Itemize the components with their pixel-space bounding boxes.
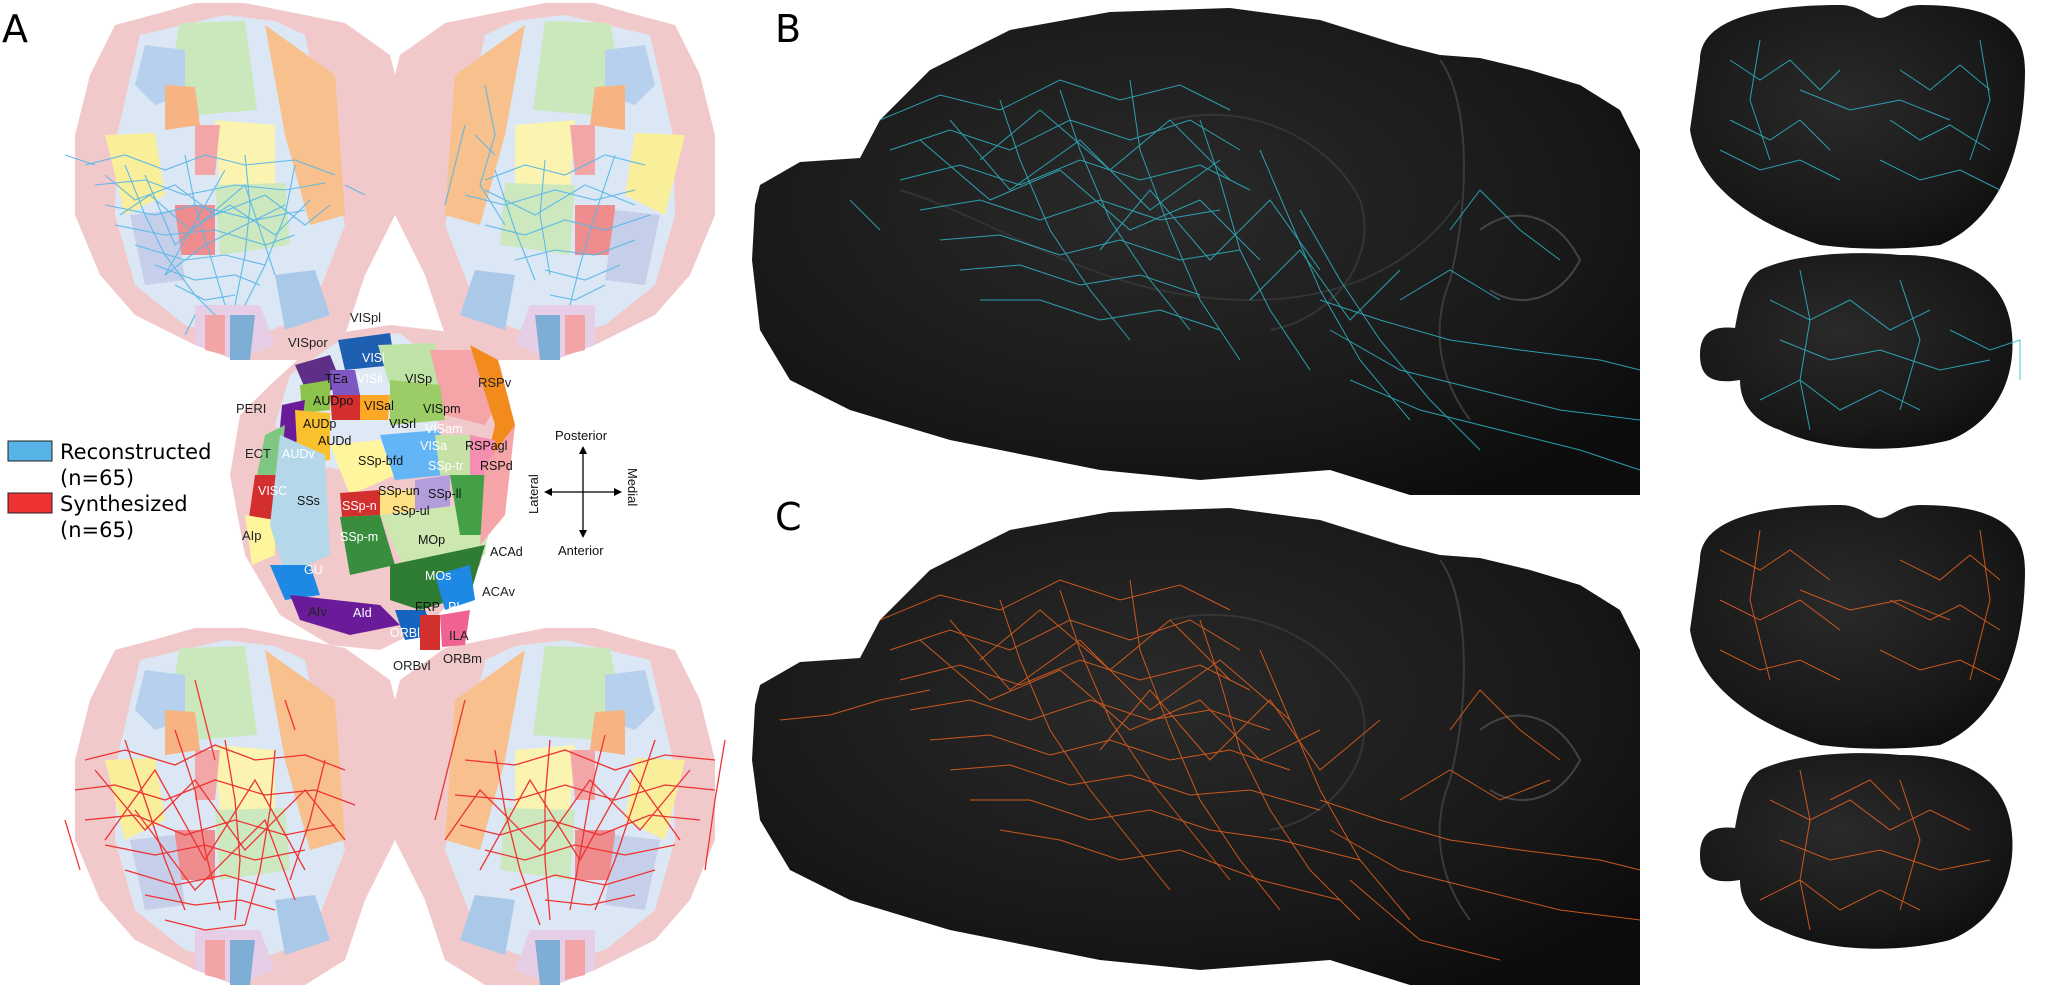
region-GU: GU xyxy=(304,563,323,577)
region-VISrl: VISrl xyxy=(389,417,416,431)
region-AIv: AIv xyxy=(308,604,327,619)
region-SSp-n: SSp-n xyxy=(342,499,377,513)
region-TEa: TEa xyxy=(325,372,348,386)
panel-b-trace-cloud xyxy=(849,79,1641,471)
reconstructed-trace-cloud xyxy=(64,154,366,336)
sagittal-view-synthesized xyxy=(752,508,1641,985)
orientation-compass: Posterior Anterior Lateral Medial xyxy=(526,428,640,558)
region-SSp-ul: SSp-ul xyxy=(392,504,430,518)
compass-anterior: Anterior xyxy=(558,543,604,558)
legend-label-synthesized: Synthesized xyxy=(60,492,188,516)
arrow-up-icon xyxy=(579,446,587,454)
region-VISpl: VISpl xyxy=(350,310,381,325)
horizontal-view-synthesized xyxy=(1700,753,2013,949)
region-labels: VISpl VISpor VISl VISli VISp RSPv TEa VI… xyxy=(236,310,523,673)
region-SSp-un: SSp-un xyxy=(378,484,420,498)
arrow-down-icon xyxy=(579,530,587,538)
region-VISa: VISa xyxy=(420,439,447,453)
region-ORBl: ORBl xyxy=(390,626,420,640)
region-MOs: MOs xyxy=(425,569,451,583)
region-ILA: ILA xyxy=(449,628,469,643)
region-PERI: PERI xyxy=(236,401,266,416)
coronal-view-reconstructed xyxy=(1690,5,2025,249)
region-AUDv: AUDv xyxy=(282,447,315,461)
region-VISli: VISli xyxy=(357,372,383,386)
legend-swatch-synthesized xyxy=(7,492,53,514)
arrow-left-icon xyxy=(544,488,552,496)
region-VISl: VISl xyxy=(362,351,385,365)
compass-posterior: Posterior xyxy=(555,428,608,443)
coronal-view-synthesized xyxy=(1690,505,2025,749)
legend-swatch-reconstructed xyxy=(7,440,53,462)
region-ECT: ECT xyxy=(245,446,271,461)
arrow-right-icon xyxy=(614,488,622,496)
region-SSp-ll: SSp-ll xyxy=(428,487,461,501)
flatmap-synthesized-left xyxy=(64,628,405,985)
flatmap-reconstructed-right xyxy=(385,3,715,360)
region-RSPv: RSPv xyxy=(478,375,512,390)
legend-label-reconstructed: Reconstructed xyxy=(60,440,211,464)
region-SSp-m: SSp-m xyxy=(340,530,378,544)
region-ACAv: ACAv xyxy=(482,584,515,599)
region-ORBvl: ORBvl xyxy=(393,658,431,673)
region-VISam: VISam xyxy=(425,422,463,436)
region-SSp-tr: SSp-tr xyxy=(428,459,463,473)
region-ACAd: ACAd xyxy=(490,545,523,559)
panel-label-b: B xyxy=(775,7,801,51)
panel-c-trace-cloud xyxy=(779,579,1641,961)
region-SSp-bfd: SSp-bfd xyxy=(358,454,403,468)
region-AUDp: AUDp xyxy=(303,417,336,431)
synthesized-trace-cloud xyxy=(64,679,356,931)
region-AUDd: AUDd xyxy=(318,434,351,448)
region-RSPagl: RSPagl xyxy=(465,439,507,453)
region-FRP: FRP xyxy=(415,600,440,614)
flatmap-reconstructed-left xyxy=(64,3,405,360)
region-AId: AId xyxy=(353,606,372,620)
legend: Reconstructed (n=65) Synthesized (n=65) xyxy=(7,440,211,542)
region-PL: PL xyxy=(448,600,463,614)
region-RSPd: RSPd xyxy=(480,459,513,473)
compass-medial: Medial xyxy=(625,468,640,506)
compass-lateral: Lateral xyxy=(526,474,541,514)
region-VISpm: VISpm xyxy=(423,402,461,416)
region-VISC: VISC xyxy=(258,484,287,498)
region-VISal: VISal xyxy=(364,399,394,413)
legend-count-reconstructed: (n=65) xyxy=(60,466,134,490)
horizontal-view-reconstructed xyxy=(1700,253,2021,449)
region-AIp: AIp xyxy=(242,528,262,543)
region-ORBm: ORBm xyxy=(443,651,482,666)
flatmap-synthesized-right xyxy=(385,628,726,985)
region-SSs: SSs xyxy=(297,494,320,508)
region-VISp: VISp xyxy=(405,372,432,386)
panel-label-a: A xyxy=(2,7,28,51)
cortical-region-map xyxy=(230,325,515,650)
sagittal-view-reconstructed xyxy=(752,8,1641,495)
legend-count-synthesized: (n=65) xyxy=(60,518,134,542)
region-MOp: MOp xyxy=(418,533,445,547)
region-VISpor: VISpor xyxy=(288,335,328,350)
region-AUDpo: AUDpo xyxy=(313,394,353,408)
panel-label-c: C xyxy=(775,495,802,539)
